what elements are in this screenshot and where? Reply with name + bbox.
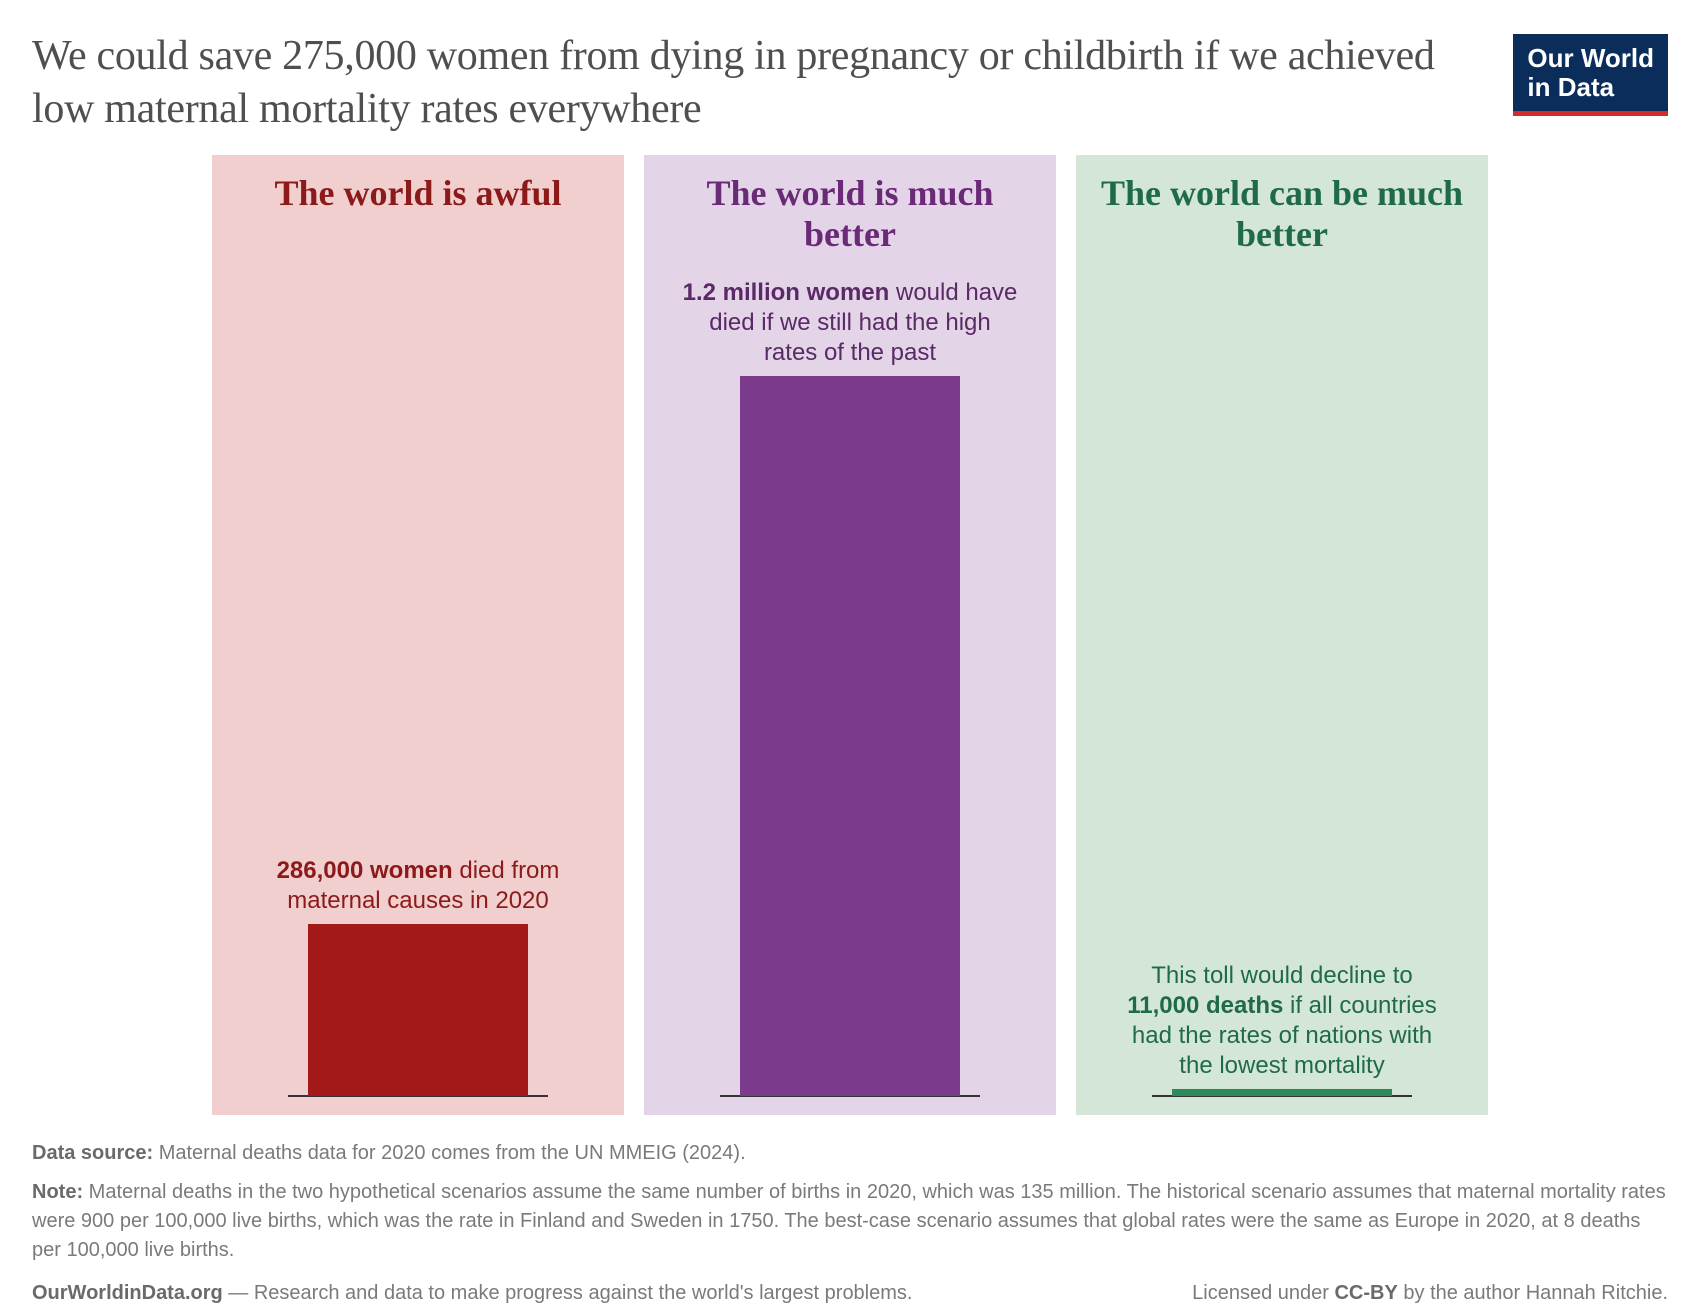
panel-body-awful: 286,000 women died from maternal causes … — [234, 269, 602, 1115]
header: We could save 275,000 women from dying i… — [32, 30, 1668, 135]
panel-title-canbe: The world can be much better — [1098, 173, 1466, 259]
footer-site: OurWorldinData.org — Research and data t… — [32, 1279, 912, 1308]
annotation-bold: 11,000 deaths — [1127, 992, 1283, 1019]
annotation-before: This toll would decline to — [1151, 962, 1412, 989]
panel-canbe: The world can be much better This toll wo… — [1076, 155, 1488, 1115]
panel-body-canbe: This toll would decline to 11,000 deaths… — [1098, 269, 1466, 1115]
source-label: Data source: — [32, 1142, 153, 1164]
annotation-awful: 286,000 women died from maternal causes … — [248, 856, 588, 916]
annotation-better: 1.2 million women would have died if we … — [680, 278, 1020, 368]
panel-title-better: The world is much better — [666, 173, 1034, 259]
footer-license: Licensed under CC-BY by the author Hanna… — [1192, 1279, 1668, 1308]
chart-panels: The world is awful 286,000 women died fro… — [32, 155, 1668, 1115]
chart-title: We could save 275,000 women from dying i… — [32, 30, 1452, 135]
owid-logo: Our World in Data — [1513, 34, 1668, 116]
bar-wrap-awful — [234, 924, 602, 1096]
annotation-bold: 1.2 million women — [683, 279, 890, 306]
bar-canbe — [1172, 1089, 1392, 1096]
source-text: Maternal deaths data for 2020 comes from… — [153, 1142, 745, 1164]
footer-bottom: OurWorldinData.org — Research and data t… — [32, 1279, 1668, 1308]
panel-body-better: 1.2 million women would have died if we … — [666, 269, 1034, 1115]
annotation-canbe: This toll would decline to 11,000 deaths… — [1112, 961, 1452, 1081]
license-after: by the author Hannah Ritchie. — [1398, 1282, 1668, 1304]
note-label: Note: — [32, 1181, 83, 1203]
note-text: Maternal deaths in the two hypothetical … — [32, 1181, 1666, 1261]
site-rest: — Research and data to make progress aga… — [223, 1282, 913, 1304]
footer-note: Note: Maternal deaths in the two hypothe… — [32, 1178, 1668, 1265]
bar-better — [740, 376, 960, 1096]
bar-awful — [308, 924, 528, 1096]
panel-title-awful: The world is awful — [274, 173, 561, 259]
bar-wrap-canbe — [1098, 1089, 1466, 1096]
site-bold: OurWorldinData.org — [32, 1282, 223, 1304]
footer-source: Data source: Maternal deaths data for 20… — [32, 1139, 1668, 1168]
panel-better: The world is much better 1.2 million wome… — [644, 155, 1056, 1115]
logo-line-1: Our World — [1527, 43, 1654, 73]
logo-line-2: in Data — [1527, 72, 1614, 102]
panel-awful: The world is awful 286,000 women died fro… — [212, 155, 624, 1115]
bar-wrap-better — [666, 376, 1034, 1096]
annotation-bold: 286,000 women — [277, 857, 453, 884]
license-bold: CC-BY — [1334, 1282, 1397, 1304]
license-before: Licensed under — [1192, 1282, 1334, 1304]
chart-footer: Data source: Maternal deaths data for 20… — [32, 1139, 1668, 1308]
